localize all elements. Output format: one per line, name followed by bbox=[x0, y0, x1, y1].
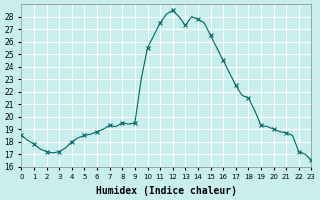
X-axis label: Humidex (Indice chaleur): Humidex (Indice chaleur) bbox=[96, 186, 237, 196]
